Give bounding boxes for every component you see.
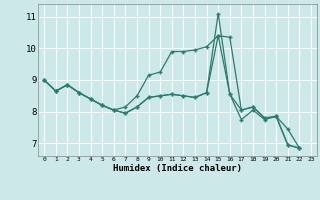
X-axis label: Humidex (Indice chaleur): Humidex (Indice chaleur) [113, 164, 242, 173]
